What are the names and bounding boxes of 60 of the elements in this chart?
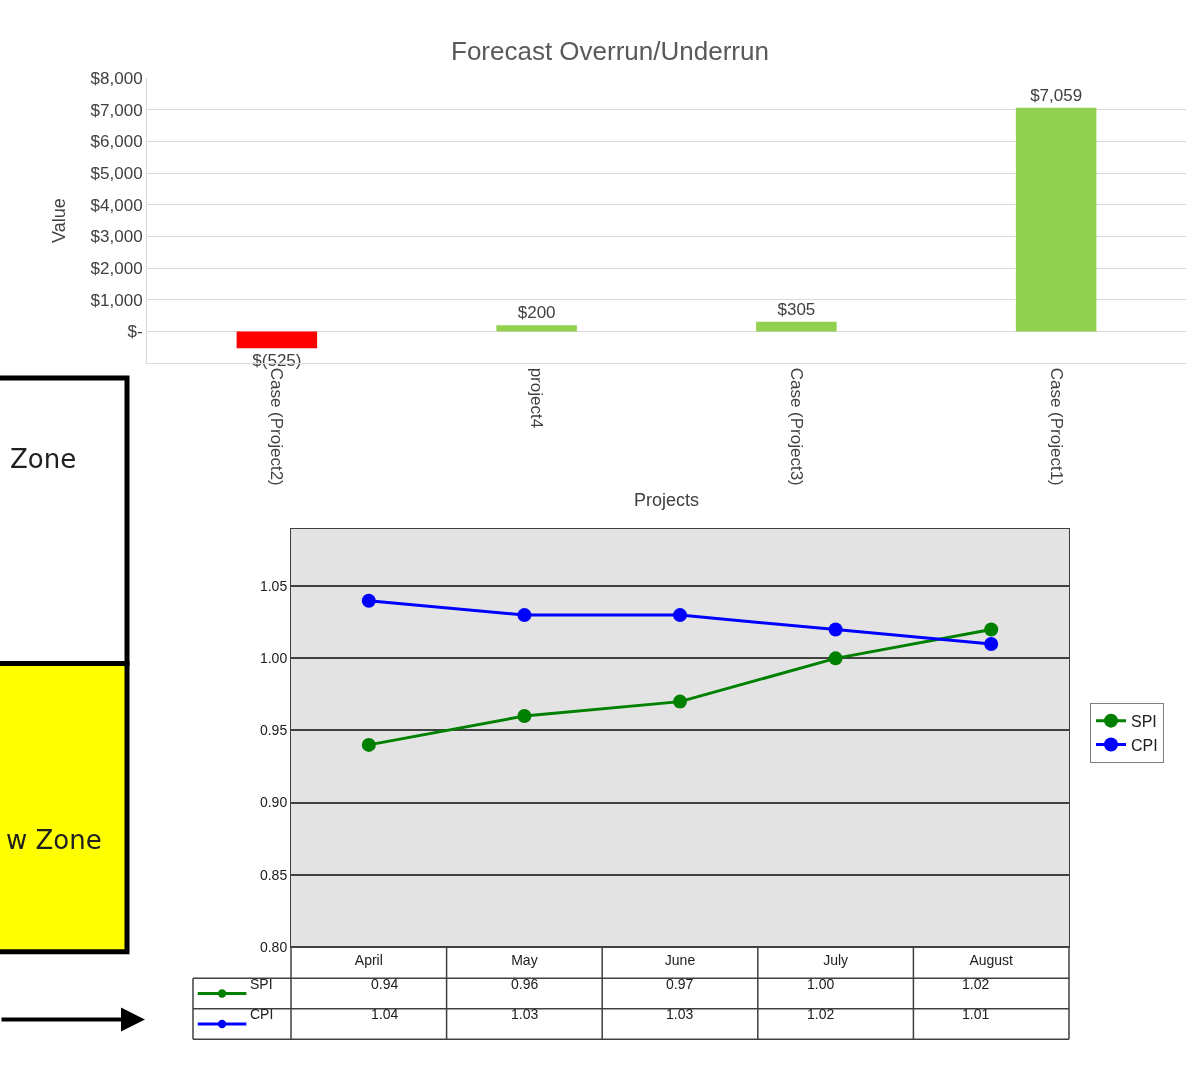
- data-label: 0.94: [371, 976, 399, 992]
- legend-label: CPI: [1131, 736, 1158, 754]
- x-tick-label: Case (Project2): [267, 367, 287, 486]
- legend-label: SPI: [1131, 712, 1157, 730]
- data-label: 1.00: [807, 976, 835, 992]
- y-tick-label: 0.80: [259, 938, 288, 955]
- text: CPI: [250, 1006, 274, 1022]
- point: [984, 636, 999, 651]
- y-tick-label: $3,000: [90, 227, 143, 247]
- text: SPI: [250, 976, 273, 992]
- data-label: 1.04: [371, 1006, 399, 1022]
- x-tick-label: April: [354, 951, 383, 968]
- data-label: 1.02: [807, 1006, 835, 1022]
- x-tick-label: Case (Project3): [786, 367, 806, 486]
- y-tick-label: $4,000: [90, 195, 143, 215]
- point: [673, 608, 687, 623]
- x-tick-label: May: [511, 951, 538, 968]
- bar: [756, 321, 837, 332]
- y-tick-label: 1.00: [259, 650, 288, 667]
- point: [517, 608, 532, 623]
- y-tick-label: 0.85: [259, 866, 288, 883]
- point: [984, 622, 999, 637]
- y-tick-label: 0.90: [259, 794, 288, 811]
- y-tick-label: $8,000: [90, 68, 143, 88]
- y-tick-label: 0.95: [259, 722, 288, 739]
- point: [828, 622, 843, 637]
- point: [517, 709, 532, 724]
- bar: [496, 325, 577, 332]
- x-axis-title: Projects: [633, 489, 700, 510]
- point: [673, 694, 687, 709]
- data-label: 1.03: [666, 1006, 694, 1022]
- point: [828, 651, 843, 666]
- x-tick-label: project4: [527, 367, 547, 429]
- data-label: $200: [517, 303, 556, 323]
- point: [361, 593, 376, 608]
- y-axis-title: Value: [48, 198, 69, 243]
- data-label: 0.97: [666, 976, 694, 992]
- data-label: $7,059: [1030, 85, 1083, 105]
- data-label: 1.03: [511, 1006, 539, 1022]
- bar: [236, 331, 318, 349]
- text: Zone: [10, 444, 77, 474]
- point: [361, 737, 376, 752]
- y-tick-label: $5,000: [90, 163, 143, 183]
- x-tick-label: August: [969, 951, 1014, 968]
- x-tick-label: July: [823, 951, 849, 968]
- y-tick-label: $6,000: [90, 132, 143, 152]
- y-tick-label: $2,000: [90, 259, 143, 279]
- y-tick-label: 1.05: [259, 578, 288, 595]
- y-tick-label: $1,000: [90, 290, 143, 310]
- data-label: $305: [777, 299, 816, 319]
- data-label: 1.02: [962, 976, 990, 992]
- chart-title: Forecast Overrun/Underrun: [451, 36, 769, 66]
- y-tick-label: $7,000: [90, 100, 143, 120]
- bar: [1015, 107, 1097, 332]
- text: w Zone: [6, 825, 102, 855]
- data-label: 0.96: [511, 976, 539, 992]
- data-label: 1.01: [962, 1006, 990, 1022]
- y-tick-label: $-: [127, 322, 143, 342]
- x-tick-label: June: [664, 951, 696, 968]
- x-tick-label: Case (Project1): [1046, 367, 1066, 486]
